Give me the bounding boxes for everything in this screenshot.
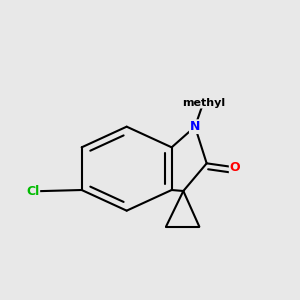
Text: Cl: Cl <box>26 185 39 198</box>
Text: N: N <box>190 120 200 133</box>
Text: O: O <box>230 161 240 174</box>
Text: methyl: methyl <box>182 98 225 108</box>
